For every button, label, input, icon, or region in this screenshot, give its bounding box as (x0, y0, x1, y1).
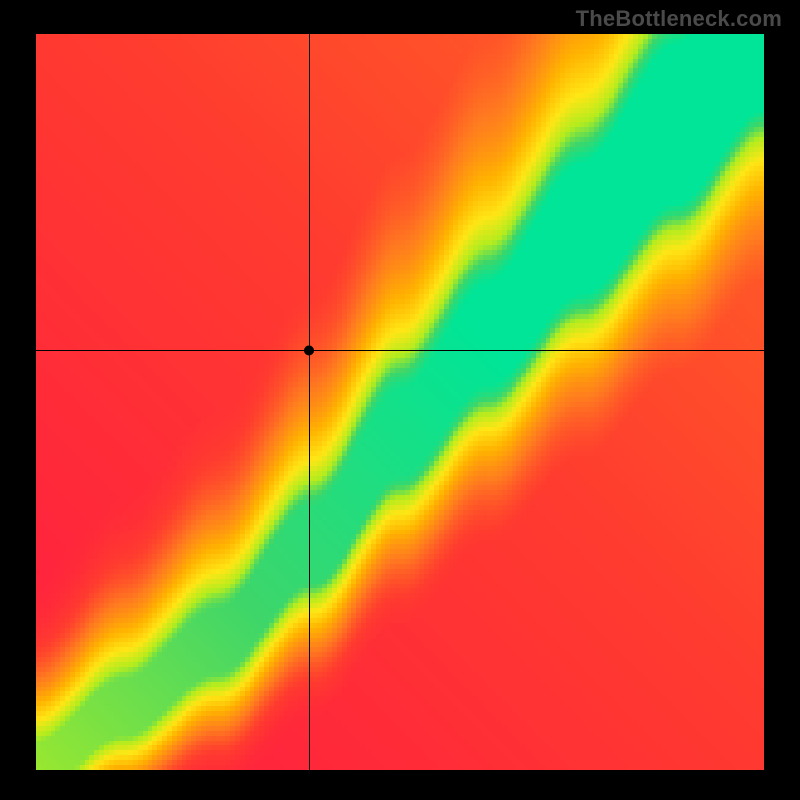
watermark-text: TheBottleneck.com (576, 6, 782, 32)
chart-wrapper: TheBottleneck.com (0, 0, 800, 800)
bottleneck-heatmap-canvas (0, 0, 800, 800)
